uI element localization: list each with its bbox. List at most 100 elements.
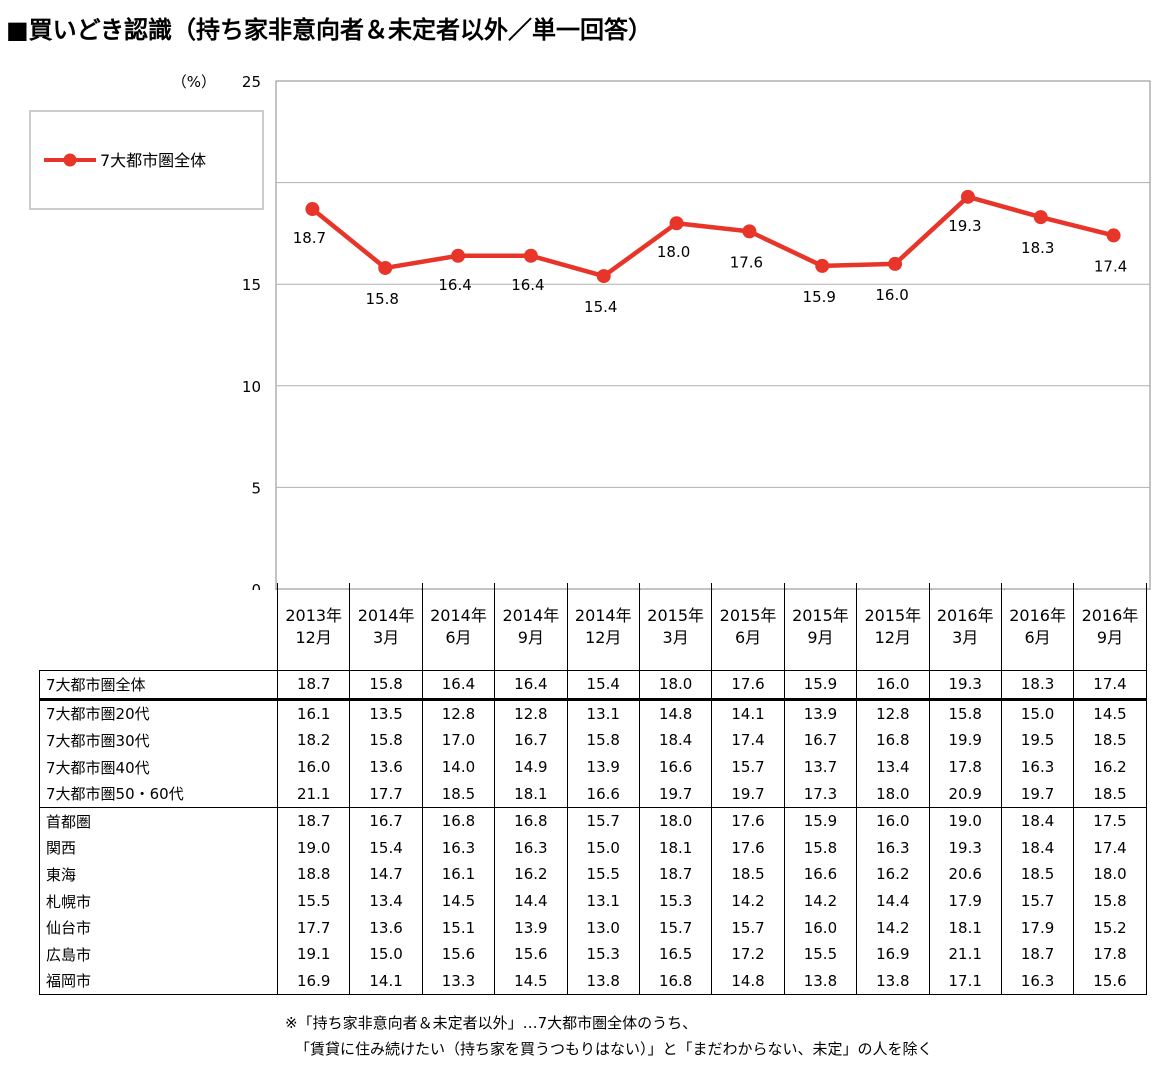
data-point (596, 269, 611, 284)
x-category-month: 6月 (1024, 627, 1051, 647)
table-cell: 14.8 (638, 699, 712, 728)
table-cell: 14.4 (856, 887, 930, 915)
data-point (815, 258, 830, 273)
row-label: 7大都市圏30代 (39, 727, 278, 754)
table-row: 福岡市 16.9 14.1 13.3 14.5 13.8 16.8 14.8 13.8 13.8 1… (39, 967, 1147, 996)
row-label: 札幌市 (39, 887, 278, 915)
table-cell: 13.1 (566, 887, 640, 915)
table-cell: 16.6 (566, 780, 640, 808)
data-label: 15.9 (803, 288, 836, 306)
table-row: 7大都市圏20代 16.1 13.5 12.8 12.8 13.1 14.8 14.1 13.9… (39, 699, 1147, 728)
table-cell: 15.9 (783, 807, 857, 835)
table-header-row: 2013年 12月 2014年 3月 2014年 6月 2014年 9月 2014年 12月 201… (39, 583, 1147, 671)
table-cell: 13.8 (856, 967, 930, 996)
footnote-line-1: ※「持ち家非意向者＆未定者以外」…7大都市圏全体のうち、 (285, 1014, 698, 1032)
table-cell: 18.0 (638, 807, 712, 835)
table-cell: 17.9 (928, 887, 1002, 915)
table-row: 首都圏 18.7 16.7 16.8 16.8 15.7 18.0 17.6 15.9 16.0 1… (39, 807, 1147, 835)
table-cell: 15.7 (711, 914, 785, 941)
table-row: 7大都市圏50・60代 21.1 17.7 18.5 18.1 16.6 19.7 19.7 1… (39, 780, 1147, 808)
data-label: 15.4 (584, 298, 617, 316)
x-category-month: 12月 (295, 627, 332, 647)
table-cell: 17.1 (928, 967, 1002, 996)
table-cell: 19.7 (1000, 780, 1074, 808)
table-row: 東海 18.8 14.7 16.1 16.2 15.5 18.7 18.5 16.6 16.2 20… (39, 861, 1147, 888)
table-cell: 16.3 (856, 834, 930, 862)
table-cell: 16.3 (421, 834, 495, 862)
table-cell: 17.7 (349, 780, 423, 808)
gridlines (275, 80, 1151, 590)
footnote-line-2: 「賃貸に住み続けたい（持ち家を買うつもりはない）」と「まだわからない、未定」の人… (295, 1040, 933, 1058)
data-point (669, 216, 684, 231)
y-tick-label: 10 (242, 378, 261, 396)
table-cell: 13.8 (783, 967, 857, 996)
series-line (311, 194, 1115, 279)
x-category-year: 2015年 (719, 605, 777, 625)
table-cell: 16.2 (1073, 753, 1147, 781)
table-cell: 16.6 (783, 861, 857, 888)
x-category-year: 2016年 (1081, 605, 1139, 625)
data-label: 18.3 (1021, 239, 1054, 257)
legend-label: 7大都市圏全体 (100, 151, 206, 170)
table-cell: 14.5 (421, 887, 495, 915)
chart-title: ■買いどき認識（持ち家非意向者＆未定者以外／単一回答） (6, 16, 652, 44)
table-cell: 16.8 (494, 807, 568, 835)
table-cell: 16.8 (421, 807, 495, 835)
data-table: 2013年 12月 2014年 3月 2014年 6月 2014年 9月 2014年 12月 201… (39, 583, 1147, 996)
table-cell: 18.4 (1000, 807, 1074, 835)
table-cell: 20.9 (928, 780, 1002, 808)
table-cell: 18.7 (276, 670, 350, 701)
table-cell: 14.7 (349, 861, 423, 888)
row-label: 7大都市圏40代 (39, 753, 278, 781)
x-category-label: 2015年 9月 (783, 583, 858, 671)
table-cell: 18.0 (638, 670, 712, 701)
table-cell: 17.4 (1073, 834, 1147, 862)
table-cell: 15.8 (928, 699, 1002, 728)
table-cell: 17.8 (1073, 940, 1147, 968)
table-cell: 21.1 (276, 780, 350, 808)
table-cell: 20.6 (928, 861, 1002, 888)
table-cell: 14.4 (494, 887, 568, 915)
table-cell: 18.7 (1000, 940, 1074, 968)
table-cell: 14.2 (856, 914, 930, 941)
table-cell: 15.5 (276, 887, 350, 915)
table-cell: 15.8 (349, 670, 423, 701)
table-cell: 15.7 (711, 753, 785, 781)
data-label: 19.3 (948, 217, 981, 235)
x-category-year: 2015年 (792, 605, 849, 625)
table-corner-cell (39, 583, 278, 671)
x-category-label: 2015年 3月 (638, 583, 713, 671)
data-label: 16.0 (875, 286, 908, 304)
x-category-year: 2015年 (647, 605, 705, 625)
row-label: 広島市 (39, 940, 278, 968)
y-tick-label: 5 (251, 479, 261, 497)
x-category-month: 9月 (517, 627, 544, 647)
table-cell: 16.7 (349, 807, 423, 835)
table-cell: 15.1 (421, 914, 495, 941)
row-label: 7大都市圏全体 (39, 670, 278, 701)
table-cell: 18.4 (1000, 834, 1074, 862)
table-cell: 16.8 (856, 727, 930, 754)
x-category-month: 3月 (372, 627, 400, 647)
table-cell: 18.1 (638, 834, 712, 862)
x-category-month: 6月 (445, 627, 472, 647)
table-cell: 13.5 (349, 699, 423, 728)
table-cell: 17.4 (711, 727, 785, 754)
data-point (960, 189, 975, 204)
row-label: 東海 (39, 861, 278, 888)
table-cell: 15.9 (783, 670, 857, 701)
x-category-month: 3月 (952, 627, 979, 647)
plot-area (275, 80, 1151, 590)
table-cell: 16.8 (638, 967, 712, 996)
table-cell: 13.9 (783, 699, 857, 728)
table-cell: 19.7 (638, 780, 712, 808)
table-cell: 16.2 (494, 861, 568, 888)
table-cell: 18.0 (1073, 861, 1147, 888)
table-cell: 17.6 (711, 834, 785, 862)
table-cell: 17.2 (711, 940, 785, 968)
table-cell: 12.8 (494, 699, 568, 728)
table-cell: 12.8 (421, 699, 495, 728)
x-category-year: 2015年 (864, 605, 922, 625)
table-cell: 16.3 (1000, 753, 1074, 781)
table-cell: 18.4 (638, 727, 712, 754)
